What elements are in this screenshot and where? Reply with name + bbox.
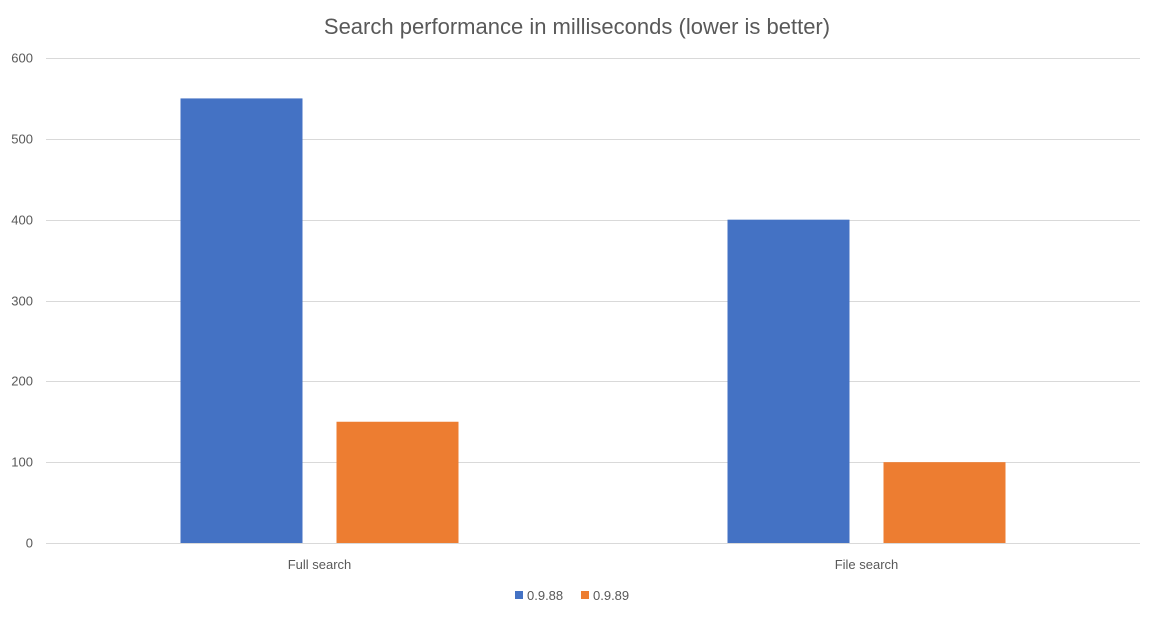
y-tick-label: 600	[11, 51, 33, 66]
bar-full-search-0.9.88	[180, 98, 303, 544]
bar-full-search-0.9.89	[336, 421, 459, 543]
bars	[180, 98, 1006, 544]
y-tick-label: 0	[26, 536, 33, 551]
chart-title: Search performance in milliseconds (lowe…	[324, 14, 830, 39]
legend-label: 0.9.88	[527, 588, 563, 603]
y-tick-label: 500	[11, 132, 33, 147]
legend-swatch	[515, 591, 523, 599]
y-axis-ticks: 0 100 200 300 400 500 600	[11, 51, 33, 551]
y-tick-label: 200	[11, 374, 33, 389]
y-tick-label: 300	[11, 294, 33, 309]
bar-file-search-0.9.88	[727, 219, 850, 543]
x-tick-label: Full search	[288, 557, 352, 572]
x-tick-label: File search	[835, 557, 899, 572]
legend-label: 0.9.89	[593, 588, 629, 603]
y-tick-label: 400	[11, 213, 33, 228]
y-tick-label: 100	[11, 455, 33, 470]
legend-swatch	[581, 591, 589, 599]
legend: 0.9.88 0.9.89	[515, 588, 629, 603]
x-axis-ticks: Full search File search	[288, 557, 899, 572]
bar-file-search-0.9.89	[883, 462, 1006, 543]
